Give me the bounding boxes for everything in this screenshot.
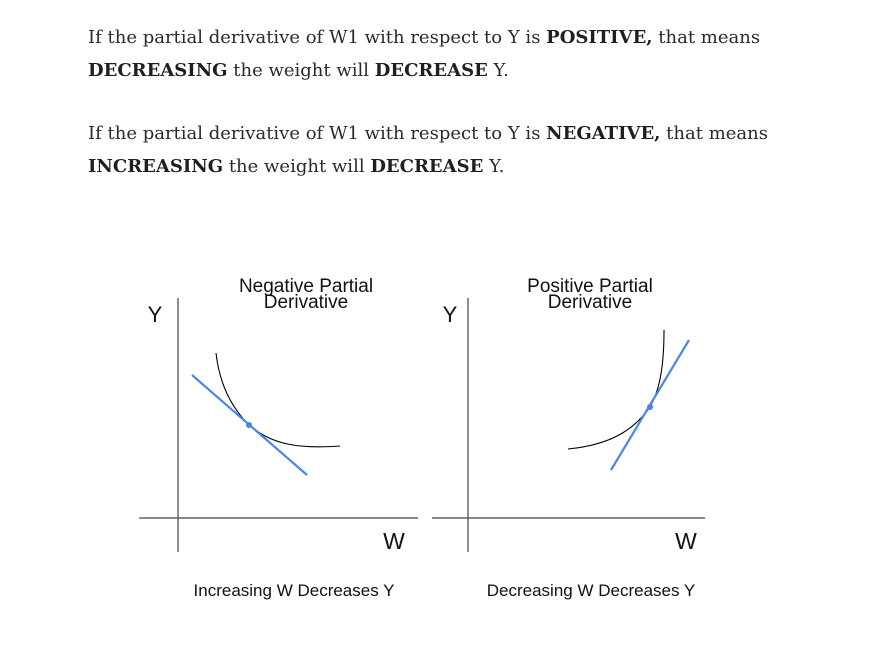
left-title-line2: Derivative	[264, 292, 348, 313]
p2-text-1: If the partial derivative of W1 with res…	[88, 123, 547, 144]
p2-bold-negative: NEGATIVE,	[546, 123, 661, 144]
p1-bold-positive: POSITIVE,	[546, 27, 653, 48]
left-curve	[215, 352, 341, 448]
right-panel: Positive Partial Derivative Y W Decreasi…	[432, 276, 705, 600]
right-y-label: Y	[443, 302, 458, 327]
p2-text-4: Y.	[483, 156, 505, 177]
right-title-line1: Positive Partial	[527, 276, 653, 297]
left-x-label: W	[383, 528, 405, 554]
p1-bold-decrease: DECREASE	[374, 60, 488, 81]
p2-text-3: the weight will	[223, 156, 371, 177]
p2-bold-increasing: INCREASING	[88, 156, 224, 177]
left-tangent-point	[246, 422, 252, 428]
positive-derivative-paragraph: If the partial derivative of W1 with res…	[88, 21, 788, 87]
left-panel: Negative Partial Derivative Y W Increasi…	[139, 276, 418, 600]
left-title-line1: Negative Partial	[239, 276, 373, 297]
right-curve	[567, 329, 665, 450]
right-x-label: W	[675, 528, 697, 554]
right-tangent-point	[647, 404, 653, 410]
left-y-label: Y	[148, 302, 163, 327]
p1-text-1: If the partial derivative of W1 with res…	[88, 27, 547, 48]
p2-bold-decrease: DECREASE	[370, 156, 484, 177]
p1-bold-decreasing: DECREASING	[88, 60, 228, 81]
right-title-line2: Derivative	[548, 292, 632, 313]
left-caption: Increasing W Decreases Y	[194, 581, 395, 600]
p1-text-2: that means	[652, 27, 761, 48]
p2-text-2: that means	[660, 123, 768, 144]
negative-derivative-paragraph: If the partial derivative of W1 with res…	[88, 117, 788, 183]
p1-text-3: the weight will	[227, 60, 375, 81]
right-caption: Decreasing W Decreases Y	[487, 581, 696, 600]
p1-text-4: Y.	[487, 60, 509, 81]
